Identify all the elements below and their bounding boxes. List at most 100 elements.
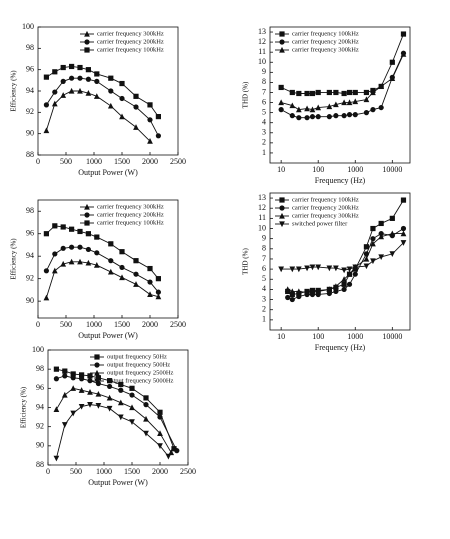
marker xyxy=(155,276,161,282)
marker xyxy=(370,258,376,265)
x-axis-label: Output Power (W) xyxy=(78,168,138,177)
plot-frame xyxy=(269,192,411,331)
legend-marker xyxy=(279,205,285,211)
y-tick-label: 90 xyxy=(26,296,34,305)
marker xyxy=(370,89,376,96)
series-line xyxy=(46,66,159,117)
marker xyxy=(352,98,359,105)
marker xyxy=(346,89,353,96)
y-tick-label: 6 xyxy=(262,264,266,273)
marker xyxy=(341,281,347,287)
legend-marker xyxy=(279,46,285,53)
marker xyxy=(108,75,114,81)
marker xyxy=(171,446,177,452)
marker xyxy=(77,258,83,265)
y-tick-label: 10 xyxy=(258,57,266,66)
marker xyxy=(60,64,66,71)
y-tick-label: 7 xyxy=(262,87,266,96)
y-tick-label: 92 xyxy=(26,273,34,282)
marker xyxy=(70,375,76,381)
y-tick-label: 94 xyxy=(36,402,44,411)
marker xyxy=(117,414,124,421)
marker xyxy=(85,67,91,73)
marker xyxy=(363,244,370,250)
marker xyxy=(352,89,358,96)
marker xyxy=(363,263,370,270)
marker xyxy=(157,443,163,449)
legend-label: carrier frequency 300kHz xyxy=(97,203,164,210)
marker xyxy=(147,279,153,285)
y-tick-label: 6 xyxy=(262,97,266,106)
marker xyxy=(155,133,161,139)
y-tick-label: 4 xyxy=(262,284,266,293)
x-tick-label: 2000 xyxy=(142,157,158,166)
x-axis-label: Frequency (Hz) xyxy=(315,176,366,185)
marker xyxy=(78,403,85,410)
legend-label: carrier frequency 300kHz xyxy=(97,30,164,37)
marker xyxy=(304,289,310,296)
y-tick-label: 1 xyxy=(262,315,266,324)
legend-marker xyxy=(94,354,100,360)
marker xyxy=(129,404,135,411)
marker xyxy=(119,80,125,87)
marker xyxy=(147,117,153,123)
marker xyxy=(77,87,83,94)
marker xyxy=(326,265,333,272)
marker xyxy=(107,102,114,109)
marker xyxy=(400,51,407,57)
marker xyxy=(143,395,149,401)
marker xyxy=(309,288,316,295)
y-tick-label: 4 xyxy=(262,118,266,127)
marker xyxy=(85,231,91,237)
y-tick-label: 96 xyxy=(26,64,34,73)
marker xyxy=(129,419,135,425)
x-tick-label: 2500 xyxy=(180,467,196,476)
y-tick-label: 12 xyxy=(258,203,266,212)
marker xyxy=(278,84,284,91)
marker xyxy=(296,293,302,300)
marker xyxy=(147,265,153,272)
marker xyxy=(79,372,85,378)
y-axis-label: THD (%) xyxy=(242,81,250,108)
marker xyxy=(129,385,135,391)
x-tick-label: 10 xyxy=(277,165,285,174)
legend-label: output frequency 2500Hz xyxy=(107,369,174,376)
legend-marker xyxy=(84,203,90,210)
marker xyxy=(378,233,385,240)
marker xyxy=(333,283,339,289)
y-tick-label: 96 xyxy=(26,229,34,238)
legend-label: carrier frequency 200kHz xyxy=(97,211,164,218)
marker xyxy=(289,291,295,298)
x-tick-label: 1000 xyxy=(347,165,363,174)
marker xyxy=(341,286,347,293)
y-tick-label: 11 xyxy=(258,47,266,56)
legend-label: carrier frequency 100kHz xyxy=(97,219,164,226)
marker xyxy=(133,271,139,277)
x-tick-label: 1500 xyxy=(114,157,130,166)
marker xyxy=(400,197,407,203)
marker xyxy=(69,75,75,81)
legend-label: carrier frequency 100kHz xyxy=(292,30,359,37)
y-tick-label: 98 xyxy=(36,364,44,373)
marker xyxy=(304,90,310,97)
legend-marker xyxy=(84,30,90,37)
y-tick-label: 2 xyxy=(262,138,266,147)
y-tick-label: 98 xyxy=(26,206,34,215)
marker xyxy=(77,75,83,81)
marker xyxy=(43,294,50,301)
marker xyxy=(315,89,321,96)
x-tick-label: 2500 xyxy=(170,157,186,166)
marker xyxy=(341,99,347,106)
y-tick-label: 9 xyxy=(262,67,266,76)
y-axis-label: Efficiency (%) xyxy=(10,70,18,112)
marker xyxy=(341,90,347,97)
marker xyxy=(60,245,66,251)
marker xyxy=(85,76,91,82)
marker xyxy=(43,127,50,134)
marker xyxy=(93,262,100,268)
marker xyxy=(52,89,58,95)
y-tick-label: 90 xyxy=(36,441,44,450)
x-tick-label: 500 xyxy=(70,467,82,476)
marker xyxy=(117,399,124,406)
y-tick-label: 8 xyxy=(262,77,266,86)
